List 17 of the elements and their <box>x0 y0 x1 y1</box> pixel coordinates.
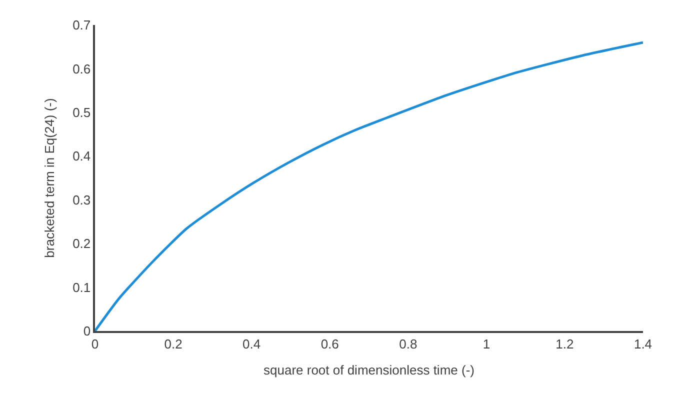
y-tick-label: 0.3 <box>72 192 91 208</box>
x-tick-label: 0.4 <box>242 336 261 352</box>
y-tick-label: 0.2 <box>72 236 91 252</box>
x-tick-label: 0.2 <box>164 336 182 352</box>
x-tick-label: 1 <box>482 336 490 352</box>
x-tick-label: 0.6 <box>320 336 339 352</box>
x-tick-label: 1.2 <box>556 336 574 352</box>
y-tick-label: 0.6 <box>72 61 91 76</box>
y-axis-title: bracketed term in Eq(24) (-) <box>42 98 58 258</box>
y-tick-label: 0.4 <box>72 148 91 164</box>
y-tick-label: 0.5 <box>72 104 91 120</box>
x-tick-label: 0.8 <box>399 336 418 352</box>
x-axis-title: square root of dimensionless time (-) <box>264 362 474 378</box>
y-tick-label: 0.7 <box>72 18 91 33</box>
x-tick-label: 1.4 <box>634 336 652 352</box>
y-tick-label: 0.1 <box>72 280 91 295</box>
y-tick-label: 0 <box>83 324 91 339</box>
